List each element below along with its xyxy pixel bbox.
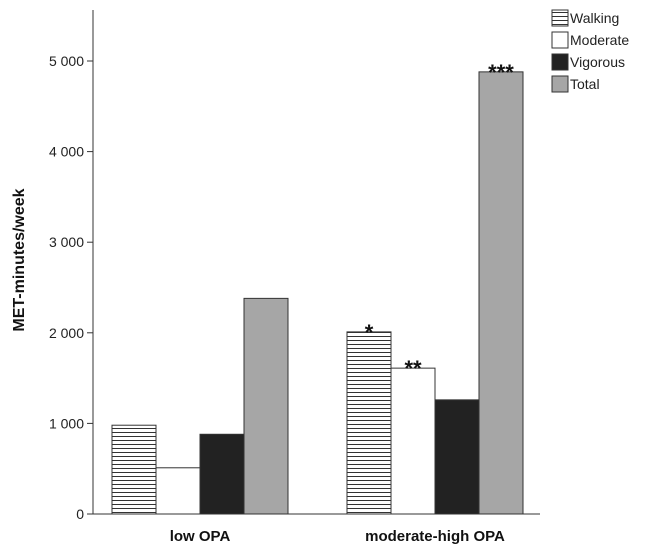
significance-annotation: ** [404,356,422,381]
y-tick-label: 1 000 [49,415,84,431]
annotations: ****** [365,60,515,381]
bar-vigorous-low [199,433,245,515]
y-tick-label: 0 [76,506,84,522]
bar-moderate-moderate-high [390,367,436,515]
x-category-label: low OPA [170,528,231,545]
legend-label-walking: Walking [570,10,619,26]
legend-label-vigorous: Vigorous [570,54,625,70]
legend-swatch-walking [551,9,569,27]
y-tick-label: 4 000 [49,144,84,160]
legend: Walking Moderate Vigorous Total [551,9,629,93]
y-axis: 0 1 000 2 000 3 000 4 000 5 000 [49,10,540,522]
legend-swatch-vigorous [551,53,569,71]
bar-total-low [243,297,289,515]
bars [111,71,524,515]
bar-vigorous-moderate-high [434,399,480,515]
significance-annotation: *** [488,60,514,85]
legend-label-total: Total [570,76,600,92]
legend-label-moderate: Moderate [570,32,629,48]
significance-annotation: * [365,320,374,345]
bar-walking-low [111,424,157,515]
y-axis-title: MET-minutes/week [11,188,28,331]
x-category-label: moderate-high OPA [365,528,505,545]
x-axis-categories: low OPA moderate-high OPA [170,528,505,545]
bar-total-moderate-high [478,71,524,515]
legend-swatch-moderate [551,31,569,49]
bar-walking-moderate-high [346,331,392,515]
y-tick-label: 3 000 [49,234,84,250]
bar-moderate-low [155,467,201,515]
y-tick-label: 2 000 [49,325,84,341]
y-tick-label: 5 000 [49,53,84,69]
legend-swatch-total [551,75,569,93]
